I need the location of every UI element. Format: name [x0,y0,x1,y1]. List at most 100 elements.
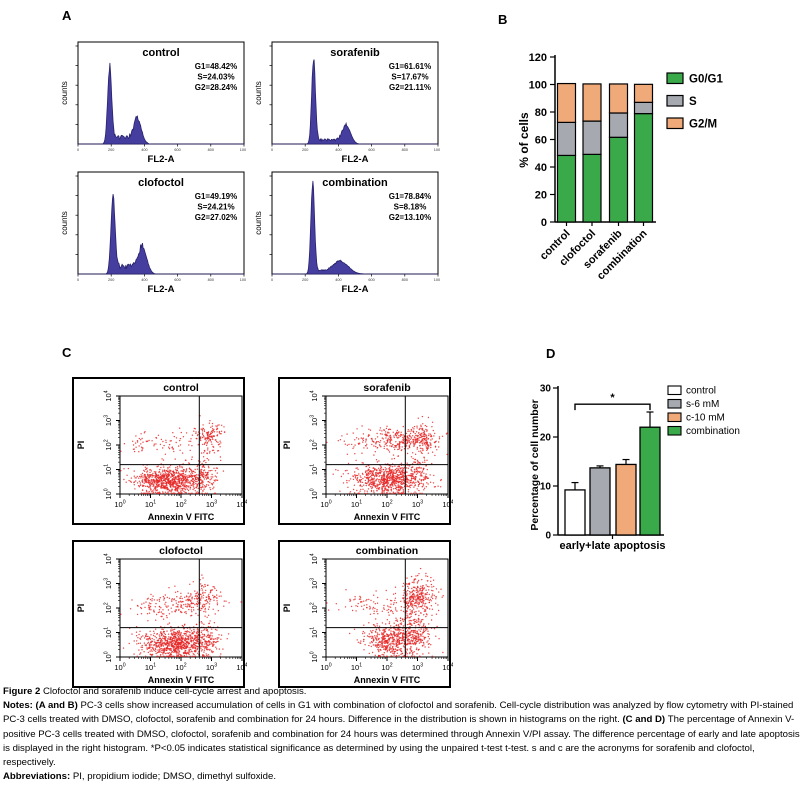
svg-text:G2=28.24%: G2=28.24% [195,83,237,92]
svg-text:FL2-A: FL2-A [148,284,175,295]
svg-text:Annexin V FITC: Annexin V FITC [354,512,421,522]
svg-text:102: 102 [175,663,186,673]
caption-title-line: Figure 2 Clofoctol and sorafenib induce … [3,685,803,699]
panel-a-label: A [62,8,72,23]
flow-histogram-sorafenib: 0 200 400 600 800 1000 sorafenib G1=61.61% S=17.… [254,41,440,165]
svg-text:1000: 1000 [434,148,440,152]
svg-text:sorafenib: sorafenib [363,382,410,394]
figure-title-text: Clofoctol and sorafenib induce cell-cycl… [40,686,307,697]
svg-text:400: 400 [335,278,341,282]
notes-label: Notes: [3,700,36,712]
svg-text:104: 104 [310,390,320,401]
panel-a-flow-histograms: 0 200 400 600 800 1000 control G1=48.42% S=24.03… [60,40,440,296]
panel-b-label: B [498,12,508,27]
svg-text:control: control [163,382,199,394]
svg-text:S=24.21%: S=24.21% [197,203,234,212]
svg-text:FL2-A: FL2-A [342,284,369,295]
notes-text-2: The percentage of Annexin V-positive PC-… [3,714,800,769]
svg-text:103: 103 [104,578,114,589]
svg-text:200: 200 [108,148,114,152]
svg-text:100: 100 [310,651,320,662]
svg-text:101: 101 [310,464,320,475]
svg-text:600: 600 [368,278,374,282]
svg-text:100: 100 [114,663,125,673]
svg-text:80: 80 [535,107,547,119]
svg-text:102: 102 [104,439,114,450]
svg-text:S=24.03%: S=24.03% [197,73,234,82]
svg-text:101: 101 [145,663,156,673]
svg-text:100: 100 [104,651,114,662]
svg-text:0: 0 [541,217,547,229]
svg-text:102: 102 [175,500,186,510]
svg-text:counts: counts [254,211,263,235]
svg-text:800: 800 [208,278,214,282]
figure-caption: Figure 2 Clofoctol and sorafenib induce … [3,685,803,784]
flow-histogram-clofoctol: 0 200 400 600 800 1000 clofoctol G1=49.19% S=24.… [60,171,246,295]
svg-text:103: 103 [206,663,217,673]
svg-text:104: 104 [236,663,247,673]
svg-text:clofoctol: clofoctol [138,177,184,189]
svg-text:103: 103 [412,663,423,673]
svg-text:G1=78.84%: G1=78.84% [389,192,431,201]
svg-text:G1=61.61%: G1=61.61% [389,62,431,71]
svg-text:PI: PI [282,441,292,450]
abbreviations-text: PI, propidium iodide; DMSO, dimethyl sul… [72,771,276,783]
svg-text:20: 20 [535,190,547,202]
svg-text:400: 400 [141,148,147,152]
svg-text:102: 102 [104,602,114,613]
svg-text:103: 103 [104,415,114,426]
svg-text:100: 100 [114,500,125,510]
caption-abbreviations: Abbreviations: PI, propidium iodide; DMS… [3,770,803,784]
svg-text:counts: counts [60,81,69,105]
svg-text:FL2-A: FL2-A [342,154,369,165]
svg-text:clofoctol: clofoctol [159,545,203,557]
svg-text:103: 103 [206,500,217,510]
svg-text:120: 120 [529,52,547,64]
svg-text:600: 600 [174,278,180,282]
svg-text:PI: PI [76,441,86,450]
svg-text:101: 101 [351,500,362,510]
svg-text:100: 100 [310,488,320,499]
abbreviations-label: Abbreviations: [3,771,73,783]
svg-text:FL2-A: FL2-A [148,154,175,165]
panel-d-label: D [546,346,556,361]
svg-text:Annexin V FITC: Annexin V FITC [148,512,215,522]
caption-notes: Notes: (A and B) PC-3 cells show increas… [3,699,803,770]
svg-text:103: 103 [310,415,320,426]
figure-number: Figure 2 [3,686,41,697]
svg-text:100: 100 [104,488,114,499]
svg-text:103: 103 [412,500,423,510]
svg-text:400: 400 [141,278,147,282]
svg-text:104: 104 [310,553,320,564]
svg-text:60: 60 [535,135,547,147]
svg-text:102: 102 [381,500,392,510]
svg-text:G0/G1: G0/G1 [689,74,723,86]
svg-text:101: 101 [310,627,320,638]
cell-cycle-stacked-bar-chart: 020406080100120controlclofoctolsorafenib… [517,52,723,282]
svg-text:104: 104 [104,553,114,564]
svg-text:100: 100 [320,500,331,510]
svg-text:104: 104 [104,390,114,401]
svg-text:101: 101 [104,627,114,638]
svg-text:% of cells: % of cells [517,112,531,168]
notes-ab-ref: (A and B) [35,700,81,712]
svg-text:counts: counts [60,211,69,235]
svg-text:PI: PI [76,604,86,613]
svg-text:101: 101 [145,500,156,510]
notes-cd-ref: (C and D) [622,714,668,726]
svg-text:G2=13.10%: G2=13.10% [389,213,431,222]
svg-text:0: 0 [271,148,273,152]
svg-text:100: 100 [529,80,547,92]
panel-c-annexin-scatter-plots: 100 100 101 101 102 102 103 103 104 104 control Ann… [72,377,453,690]
svg-text:1000: 1000 [434,278,440,282]
svg-text:counts: counts [254,81,263,105]
flow-histogram-control: 0 200 400 600 800 1000 control G1=48.42% S=24.03… [60,41,246,165]
svg-text:0: 0 [77,278,79,282]
svg-text:S: S [689,96,697,108]
svg-text:104: 104 [442,663,453,673]
